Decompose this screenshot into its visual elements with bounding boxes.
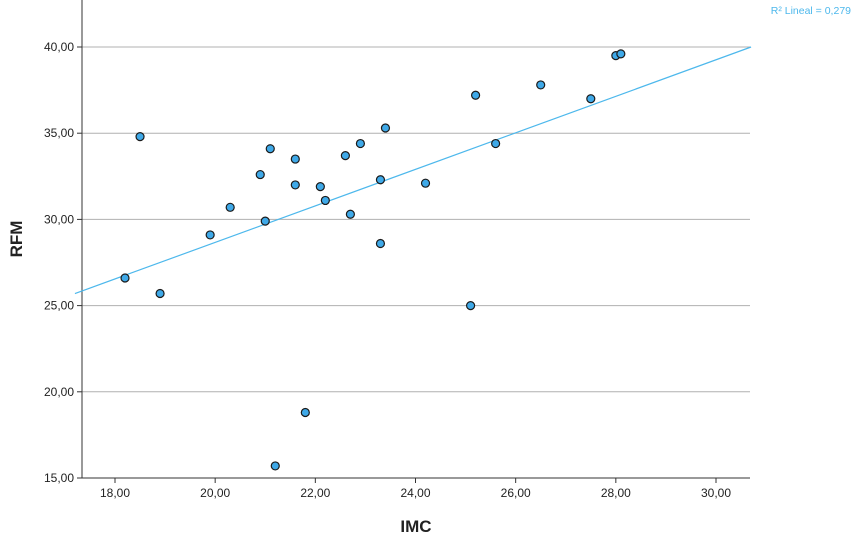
data-point	[355, 138, 366, 149]
data-point	[205, 230, 215, 240]
data-point	[340, 151, 350, 161]
y-tick-label: 25,00	[44, 299, 74, 313]
y-tick-label: 35,00	[44, 126, 74, 140]
data-point	[315, 182, 325, 192]
x-tick-label: 22,00	[300, 486, 330, 500]
r-squared-annotation: R² Lineal = 0,279	[771, 5, 851, 17]
data-point	[420, 178, 431, 188]
data-point	[345, 209, 355, 219]
x-tick-label: 24,00	[400, 486, 430, 500]
y-axis-title: RFM	[7, 221, 26, 258]
y-tick-label: 40,00	[44, 40, 74, 54]
y-tick-label: 20,00	[44, 385, 74, 399]
linear-fit-line	[74, 46, 752, 295]
data-point	[375, 238, 386, 249]
data-point	[471, 90, 481, 100]
data-point	[225, 202, 235, 212]
x-tick-label: 28,00	[601, 486, 631, 500]
data-point	[260, 216, 270, 226]
data-point	[380, 123, 391, 133]
x-axis-title: IMC	[400, 517, 431, 536]
data-point	[300, 407, 310, 418]
fit-line-layer	[74, 46, 752, 295]
data-point	[255, 169, 265, 180]
gridlines	[82, 46, 750, 393]
data-point	[465, 301, 476, 311]
x-tick-label: 30,00	[701, 486, 731, 500]
data-point	[290, 154, 300, 164]
data-point	[616, 49, 626, 59]
axes	[81, 0, 750, 479]
data-point	[375, 175, 386, 185]
y-tick-label: 30,00	[44, 212, 74, 226]
x-tick-label: 20,00	[200, 486, 230, 500]
x-tick-label: 26,00	[501, 486, 531, 500]
data-point	[491, 138, 501, 149]
y-tick-label: 15,00	[44, 471, 74, 485]
data-point	[290, 180, 300, 190]
data-point	[270, 461, 280, 471]
data-point	[536, 80, 546, 90]
data-point	[586, 94, 596, 104]
points-layer	[120, 49, 626, 471]
x-tick-label: 18,00	[100, 486, 130, 500]
data-point	[320, 195, 330, 206]
data-point	[155, 288, 165, 299]
data-point	[265, 144, 275, 154]
data-point	[135, 132, 145, 142]
data-point	[120, 273, 130, 283]
ticks: 15,00 20,00 25,00 30,00 35,00 40,00 18,00 20,00…	[44, 40, 731, 500]
